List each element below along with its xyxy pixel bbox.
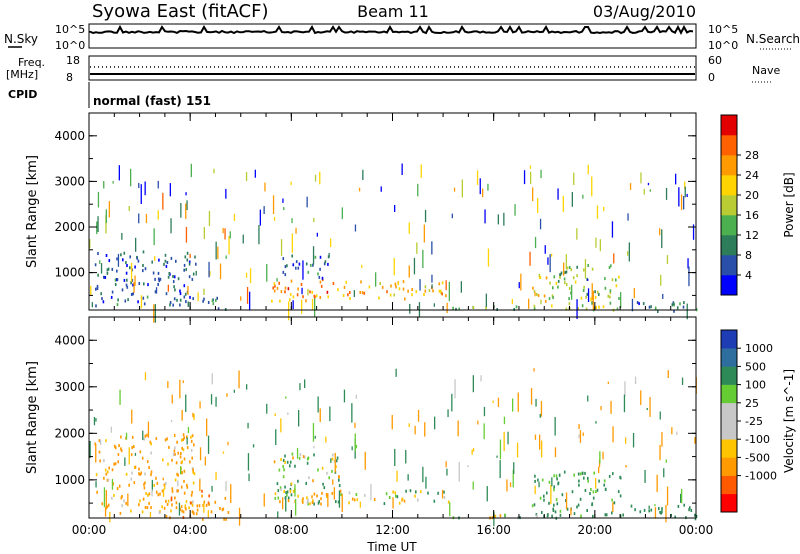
freq-unit: [MHz] (6, 68, 38, 81)
nsky-trace (89, 24, 694, 35)
data-region (271, 278, 335, 303)
data-region (94, 433, 196, 516)
colorbar-label: Power [dB] (782, 172, 796, 237)
power-panel: 1000 2000 3000 4000 Slant Range [km] (25, 112, 698, 323)
x-tick-label: 12:00 (375, 523, 410, 537)
data-region (337, 280, 447, 301)
colorbar-tick-label: 20 (745, 189, 759, 202)
colorbar-tick-label: 16 (745, 209, 759, 222)
cpid-label: CPID (8, 88, 37, 101)
y-tick-label: 2000 (54, 220, 85, 234)
y-tick-label: 3000 (54, 174, 85, 188)
y-tick-label: 2000 (54, 426, 85, 440)
power-colorbar: 4 8 12 16 20 24 28 Power [dB] (720, 114, 796, 296)
nsky-tick-top: 10^5 (55, 23, 85, 36)
colorbar-swatch (721, 402, 737, 422)
scatter-streaks (89, 368, 697, 527)
colorbar-swatch (721, 255, 737, 276)
nsearch-tick-top: 10^5 (708, 23, 738, 36)
data-region (282, 254, 330, 280)
colorbar-swatch (721, 135, 737, 156)
nsearch-label: N.Search (746, 32, 800, 46)
colorbar-tick-label: 25 (745, 397, 759, 410)
info-panel: N.Sky 10^5 10^0 N.Search 10^5 10^0 Freq.… (4, 23, 800, 108)
y-tick-label: 1000 (54, 473, 85, 487)
x-tick-label: 16:00 (476, 523, 511, 537)
x-tick-label: 20:00 (578, 523, 613, 537)
scatter-streaks (89, 163, 695, 323)
colorbar-tick-label: 1000 (745, 342, 773, 355)
data-region (452, 513, 521, 520)
nsky-label: N.Sky (4, 32, 38, 46)
colorbar-tick-label: -100 (745, 433, 770, 446)
nsky-tick-bottom: 10^0 (55, 39, 85, 52)
x-axis-label: Time UT (366, 540, 417, 554)
x-tick-label: 00:00 (72, 523, 107, 537)
freq-tick-bottom: 8 (66, 71, 73, 84)
y-tick-label: 4000 (54, 129, 85, 143)
nave-tick-top: 60 (708, 54, 722, 67)
colorbar-tick-label: 12 (745, 229, 759, 242)
x-tick-label: 04:00 (173, 523, 208, 537)
nsearch-tick-bottom: 10^0 (708, 39, 738, 52)
data-region (273, 452, 342, 506)
beam-title: Beam 11 (357, 2, 429, 21)
station-title: Syowa East (fitACF) (92, 1, 268, 22)
colorbar-tick-label: 24 (745, 169, 759, 182)
data-region (165, 489, 230, 521)
header: Syowa East (fitACF) Beam 11 03/Aug/2010 (92, 1, 696, 22)
colorbar-swatch (721, 215, 737, 236)
colorbar-tick-label: 100 (745, 379, 766, 392)
x-tick-label: 00:00 (679, 523, 714, 537)
freq-box (88, 55, 697, 81)
colorbar-swatch (721, 275, 737, 296)
colorbar-swatch (721, 457, 737, 476)
colorbar-tick-label: -500 (745, 451, 770, 464)
data-region (531, 470, 622, 520)
colorbar-swatch (721, 384, 737, 404)
colorbar-swatch (721, 235, 737, 256)
nsky-box (88, 23, 697, 49)
velocity-colorbar: 1000 500 100 25 -25 -100 -500 -1000 Velocity [m … (720, 329, 796, 513)
colorbar-label: Velocity [m s^-1] (782, 369, 796, 473)
x-tick-label: 08:00 (274, 523, 309, 537)
colorbar-swatch (721, 155, 737, 176)
y-tick-label: 4000 (54, 333, 85, 347)
colorbar-swatch (721, 421, 737, 440)
data-region (373, 489, 450, 506)
nave-label: Nave (752, 64, 780, 77)
nave-tick-bottom: 0 (708, 71, 715, 84)
freq-tick-top: 18 (66, 54, 80, 67)
y-tick-label: 1000 (54, 266, 85, 280)
colorbar-swatch (721, 475, 737, 495)
cpid-text: normal (fast) 151 (93, 94, 211, 108)
data-region (636, 301, 698, 313)
freq-label: Freq. (18, 56, 45, 69)
colorbar-tick-label: -1000 (745, 470, 777, 483)
colorbar-tick-label: 8 (745, 249, 752, 262)
colorbar-tick-label: 4 (745, 269, 752, 282)
colorbar-swatch (721, 366, 737, 385)
colorbar-swatch (721, 175, 737, 196)
colorbar-swatch (721, 195, 737, 216)
plot-frame (88, 112, 697, 311)
velocity-panel: 1000 2000 3000 4000 00:00 04:00 08:00 12:00 16:0… (25, 316, 714, 537)
date-title: 03/Aug/2010 (593, 2, 696, 21)
colorbar-swatch (721, 493, 737, 513)
y-axis-label: Slant Range [km] (25, 155, 40, 268)
data-region (94, 250, 197, 308)
colorbar-swatch (721, 439, 737, 458)
colorbar-swatch (721, 115, 737, 136)
colorbar-tick-label: 28 (745, 149, 759, 162)
colorbar-swatch (721, 348, 737, 367)
colorbar-tick-label: 500 (745, 360, 766, 373)
colorbar-swatch (721, 330, 737, 349)
data-region (557, 264, 620, 312)
data-region (532, 273, 558, 310)
data-region (279, 489, 366, 506)
y-axis-label: Slant Range [km] (25, 361, 40, 474)
y-tick-label: 3000 (54, 380, 85, 394)
colorbar-tick-label: -25 (745, 415, 763, 428)
